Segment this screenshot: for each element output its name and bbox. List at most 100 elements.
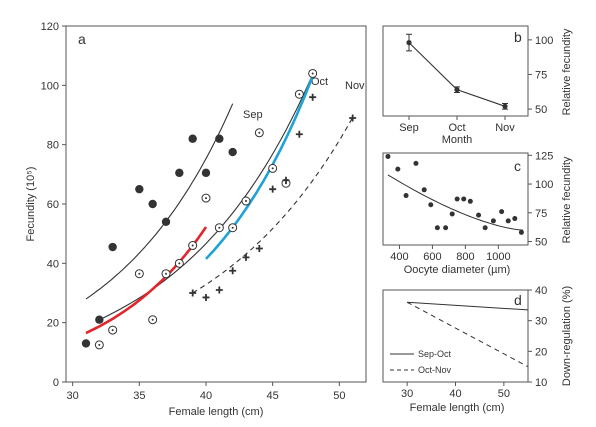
- panel-d-letter: d: [514, 292, 522, 308]
- point-oct-center: [218, 226, 221, 229]
- d-y-tick-label: 40: [535, 285, 547, 297]
- point-oct-center: [191, 244, 194, 247]
- point-oct: [214, 223, 224, 233]
- c-point: [461, 196, 467, 202]
- c-y-tick-label: 50: [535, 237, 547, 249]
- x-tick-label: 30: [67, 390, 79, 402]
- y-tick-label: 80: [47, 140, 59, 152]
- c-x-tick-label: 400: [390, 251, 408, 263]
- point-oct-center: [298, 93, 301, 96]
- c-point: [490, 218, 496, 224]
- panel-a-xlabel: Female length (cm): [169, 406, 264, 418]
- point-oct: [268, 163, 278, 173]
- d-series-sep-oct: [407, 301, 529, 311]
- panel-c-letter: c: [514, 158, 521, 174]
- c-point: [499, 209, 505, 215]
- b-x-tick-label: Sep: [399, 122, 419, 134]
- point-sep: [148, 199, 157, 209]
- point-sep: [201, 168, 211, 178]
- point-sep: [188, 134, 197, 143]
- d-y-tick-label: 30: [535, 316, 547, 328]
- point-sep: [135, 184, 144, 194]
- panel-d: d Female length (cm) Down-regulation (%)…: [382, 285, 573, 414]
- point-oct-center: [271, 167, 274, 170]
- panel-c-xlabel: Oocyte diameter (µm): [404, 264, 511, 276]
- fit-label-oct: Oct: [311, 76, 328, 88]
- c-point: [505, 218, 511, 224]
- d-x-tick-label: 30: [401, 388, 413, 400]
- x-tick-label: 35: [133, 390, 145, 402]
- point-sep: [228, 147, 237, 157]
- panel-d-ylabel: Down-regulation (%): [561, 286, 573, 386]
- c-y-tick-label: 100: [535, 179, 553, 191]
- panel-b-xlabel: Month: [442, 134, 473, 146]
- b-y-tick-label: 100: [535, 35, 553, 47]
- y-tick-label: 120: [41, 21, 59, 33]
- point-nov: [309, 93, 317, 101]
- point-oct: [94, 340, 104, 350]
- panel-c-ylabel: Relative fecundity: [561, 156, 573, 243]
- c-point: [467, 198, 473, 204]
- fit-curve-oct: [99, 74, 314, 321]
- c-y-tick-label: 125: [535, 150, 553, 162]
- point-oct: [241, 196, 251, 206]
- c-x-tick-label: 600: [423, 251, 441, 263]
- c-point: [449, 211, 455, 217]
- b-y-tick-label: 75: [535, 69, 547, 81]
- d-x-tick-label: 50: [498, 388, 510, 400]
- x-tick-label: 45: [267, 390, 279, 402]
- y-tick-label: 60: [47, 199, 59, 211]
- point-nov: [349, 114, 357, 122]
- legend-label-oct-nov: Oct-Nov: [418, 365, 452, 375]
- point-oct: [148, 315, 158, 325]
- y-tick-label: 40: [47, 258, 59, 270]
- c-point: [421, 187, 427, 193]
- panel-c: c Oocyte diameter (µm) Relative fecundit…: [382, 150, 573, 276]
- c-point: [518, 229, 524, 235]
- point-nov: [202, 293, 210, 301]
- legend-label-sep-oct: Sep-Oct: [418, 349, 452, 359]
- point-oct-center: [165, 272, 167, 275]
- d-x-tick-label: 40: [449, 388, 461, 400]
- panel-b-letter: b: [514, 29, 522, 45]
- c-point: [428, 202, 434, 208]
- point-nov: [242, 253, 250, 261]
- point-oct: [308, 68, 318, 78]
- fit-curve-solid-blue: [205, 75, 314, 260]
- point-oct: [228, 223, 238, 233]
- point-sep: [81, 339, 91, 348]
- panel-a-ylabel: Fecundity (10⁵): [25, 167, 37, 242]
- panel-b-ylabel: Relative fecundity: [561, 28, 573, 115]
- point-oct: [294, 89, 304, 99]
- b-x-tick-label: Nov: [495, 122, 515, 134]
- c-point: [413, 160, 419, 166]
- point-oct-center: [311, 72, 314, 75]
- b-point: [454, 87, 460, 93]
- panel-c-frame: [382, 152, 529, 246]
- c-point: [512, 216, 518, 222]
- point-oct-center: [151, 318, 154, 321]
- x-tick-label: 40: [200, 390, 212, 402]
- fit-label-sep: Sep: [243, 109, 263, 121]
- point-oct: [254, 128, 264, 138]
- fit-curve-solid-red: [85, 226, 208, 335]
- d-series-oct-nov: [406, 301, 529, 368]
- point-oct: [174, 258, 184, 268]
- point-oct-center: [138, 272, 141, 275]
- point-oct-center: [205, 197, 207, 200]
- c-point: [476, 212, 482, 218]
- panel-b: b Month Relative fecundity Sep Oct Nov 50 75…: [382, 25, 573, 146]
- point-oct: [161, 269, 171, 279]
- fit-curve-sep: [85, 103, 234, 300]
- point-sep: [95, 315, 104, 324]
- x-tick-label: 50: [333, 390, 345, 402]
- c-point: [454, 196, 460, 202]
- point-oct-center: [98, 343, 101, 346]
- panel-d-frame: [382, 289, 529, 383]
- c-point: [403, 193, 409, 199]
- point-oct: [108, 325, 118, 335]
- b-point: [406, 40, 412, 46]
- panel-a: a Female length (cm) Fecundity (10⁵) Sep…: [25, 21, 367, 418]
- point-oct-center: [231, 226, 234, 229]
